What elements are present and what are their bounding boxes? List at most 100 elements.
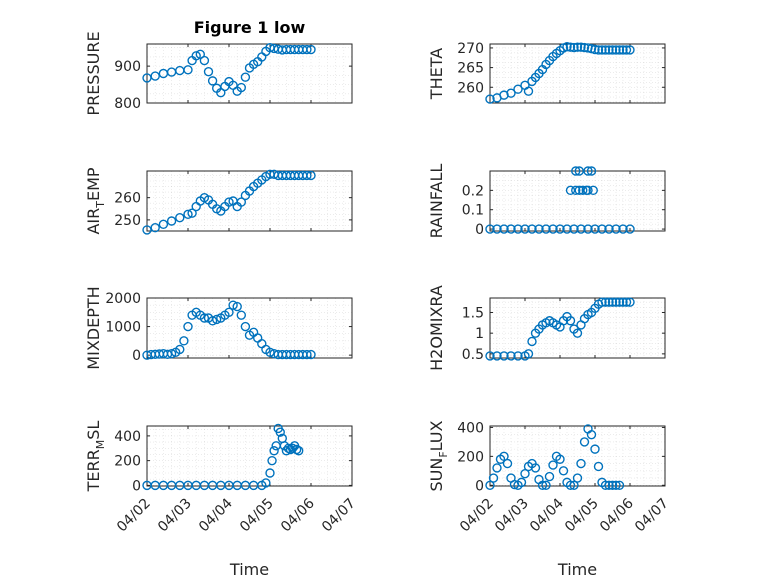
subplot-4: 0 0.1 0.2 RAINFALL (427, 164, 666, 238)
data-point (265, 347, 275, 357)
y-tick-label: 1000 (105, 320, 141, 336)
data-point (621, 45, 632, 55)
data-point (523, 349, 534, 359)
y-tick-label: 1 (475, 326, 484, 342)
axes-box (489, 170, 666, 232)
subplot-6: 0.5 1 1.5 H2OMIXRA (427, 285, 666, 371)
data-point (236, 310, 247, 320)
data-point (588, 185, 598, 196)
data-point (618, 224, 628, 234)
data-point (614, 297, 625, 307)
data-point (224, 197, 234, 207)
data-point (576, 458, 586, 469)
y-tick-label: 260 (457, 80, 484, 96)
data-point (578, 185, 588, 196)
data-point (583, 224, 593, 234)
data-point (534, 224, 544, 234)
data-point (527, 336, 537, 347)
data-point (544, 471, 555, 482)
y-tick-label: 0 (475, 222, 484, 238)
data-point (590, 44, 600, 55)
x-axis-label: Time (229, 560, 269, 579)
x-tick-label: 04/07 (632, 496, 672, 536)
data-point (583, 43, 593, 53)
data-point (506, 351, 516, 361)
data-point (565, 316, 576, 326)
data-point (600, 480, 611, 490)
y-axis-label: AIRTEMP (84, 167, 107, 234)
data-point (520, 224, 530, 234)
data-point (199, 313, 210, 323)
data-point (571, 185, 581, 196)
data-point (593, 45, 604, 55)
x-tick-label: 04/02 (114, 496, 154, 536)
x-tick-label: 04/04 (527, 495, 567, 535)
data-point (569, 480, 579, 490)
data-point (583, 166, 593, 176)
data-point (166, 216, 177, 226)
data-point (492, 351, 502, 361)
data-point (499, 451, 509, 462)
y-tick-label: 265 (457, 61, 484, 77)
data-point (516, 477, 527, 488)
data-point (513, 84, 523, 94)
y-tick-label: 0.2 (462, 183, 484, 199)
x-tick-label: 04/03 (155, 496, 195, 536)
data-point (576, 42, 586, 52)
data-point (618, 45, 628, 55)
axes-frame (489, 43, 666, 104)
data-point (541, 224, 551, 234)
y-tick-label: 0 (475, 478, 484, 494)
data-point (232, 301, 242, 312)
data-point (191, 51, 201, 61)
data-point (607, 297, 618, 307)
data-point (499, 351, 509, 361)
data-point (485, 351, 495, 361)
data-point (306, 170, 316, 181)
data-point (306, 349, 316, 360)
data-point (224, 307, 234, 317)
y-tick-label: 260 (114, 191, 141, 207)
data-point (574, 185, 584, 196)
data-point (579, 42, 590, 53)
data-point (562, 224, 572, 234)
x-tick-label: 04/06 (278, 495, 318, 535)
data-point (607, 480, 618, 490)
data-point (621, 297, 632, 307)
data-point (625, 297, 635, 307)
y-axis-label: SUNFLUX (427, 420, 450, 491)
y-tick-label: 270 (457, 41, 484, 57)
axes-box (146, 170, 353, 232)
data-point (187, 208, 197, 218)
data-point (287, 443, 298, 453)
data-point (183, 65, 193, 75)
data-point (625, 45, 635, 55)
y-tick-label: 200 (114, 454, 141, 470)
data-point (572, 42, 583, 52)
data-point (597, 45, 607, 55)
data-point (590, 444, 600, 454)
subplot-7: 0 200 400 04/02 04/03 04/04 04/05 04/06 04/07 TER… (84, 421, 359, 579)
data-point (506, 224, 516, 234)
data-point (175, 344, 185, 355)
y-tick-label: 0 (132, 478, 141, 494)
data-point (240, 321, 251, 332)
axes-box (489, 425, 666, 487)
data-point (611, 45, 621, 55)
y-axis-label: TERRMSL (84, 421, 107, 493)
axes-frame (489, 297, 666, 359)
data-point (614, 45, 625, 55)
data-point (572, 328, 583, 338)
y-axis-label: PRESSURE (84, 31, 103, 115)
data-point (562, 42, 572, 52)
chart-title: Figure 1 low (194, 18, 306, 37)
data-point (302, 349, 312, 360)
data-point (183, 321, 193, 332)
data-point (565, 480, 576, 490)
x-axis-label: Time (557, 560, 597, 579)
data-point (492, 463, 502, 473)
data-point (586, 429, 597, 440)
data-point (604, 224, 614, 234)
data-point (183, 209, 193, 220)
axes-frame (146, 170, 353, 232)
